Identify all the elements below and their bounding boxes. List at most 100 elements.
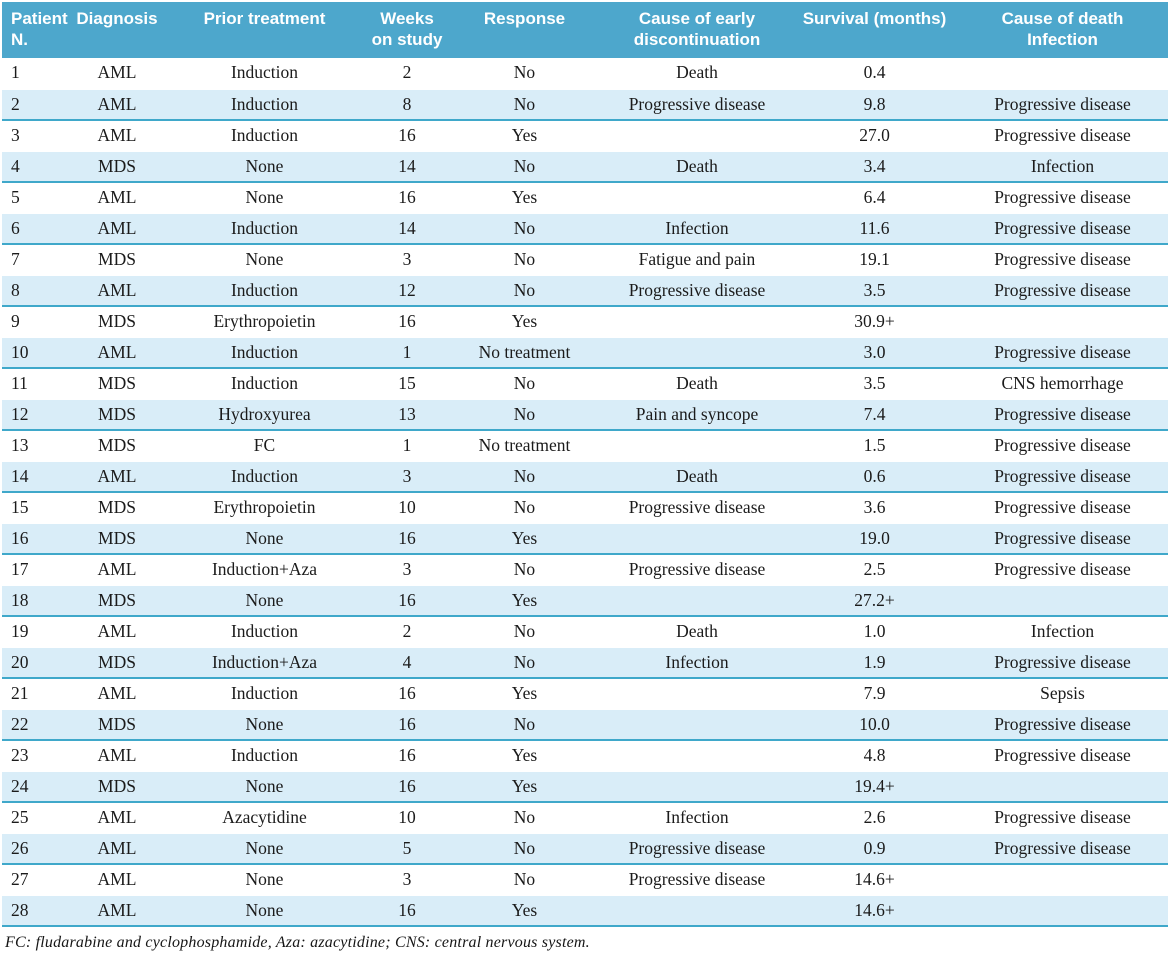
table-cell (602, 771, 792, 803)
table-cell: Death (602, 616, 792, 648)
table-cell: 7 (2, 244, 72, 276)
table-cell: 1 (2, 58, 72, 90)
table-cell: AML (72, 833, 162, 865)
table-cell: 10 (367, 492, 447, 524)
table-cell: None (162, 244, 367, 276)
table-row: 6 AML Induction 14 No Infection 11.6 Progressiv… (2, 213, 1168, 245)
table-cell: Fatigue and pain (602, 244, 792, 276)
table-cell (602, 740, 792, 772)
table-cell (957, 585, 1168, 617)
table-cell: 14 (367, 151, 447, 183)
table-cell: No (447, 58, 602, 90)
table-cell: 4 (2, 151, 72, 183)
table-cell: Progressive disease (957, 182, 1168, 214)
table-cell: 12 (367, 275, 447, 307)
column-header-patient-n: Patient N. (2, 2, 72, 58)
table-cell: 16 (367, 120, 447, 152)
table-cell: Progressive disease (957, 461, 1168, 493)
table-cell: Death (602, 368, 792, 400)
table-cell: Progressive disease (957, 802, 1168, 834)
table-cell: No treatment (447, 337, 602, 369)
table-cell: Hydroxyurea (162, 399, 367, 431)
table-row: 9 MDS Erythropoietin 16 Yes 30.9+ (2, 306, 1168, 338)
table-cell: No (447, 802, 602, 834)
table-row: 19 AML Induction 2 No Death 1.0 Infection (2, 616, 1168, 648)
table-cell: 24 (2, 771, 72, 803)
table-cell: FC (162, 430, 367, 462)
table-cell (602, 120, 792, 152)
table-cell: 3.0 (792, 337, 957, 369)
table-cell: Progressive disease (602, 492, 792, 524)
table-cell: Progressive disease (602, 833, 792, 865)
table-cell: Progressive disease (957, 740, 1168, 772)
table-cell: No (447, 709, 602, 741)
column-header-survival-months: Survival (months) (792, 2, 957, 58)
table-cell: 16 (367, 740, 447, 772)
table-row: 28 AML None 16 Yes 14.6+ (2, 895, 1168, 927)
table-cell: Infection (602, 647, 792, 679)
table-cell: 12 (2, 399, 72, 431)
table-cell: No (447, 461, 602, 493)
table-cell: No (447, 151, 602, 183)
column-header-cause-of-early-discontinuation: Cause of early discontinuation (602, 2, 792, 58)
table-cell: 21 (2, 678, 72, 710)
table-cell: 27.0 (792, 120, 957, 152)
table-row: 23 AML Induction 16 Yes 4.8 Progressive diseas… (2, 740, 1168, 772)
table-cell: MDS (72, 647, 162, 679)
table-cell: Infection (602, 802, 792, 834)
table-cell: Yes (447, 678, 602, 710)
table-cell (957, 58, 1168, 90)
table-cell: Induction (162, 58, 367, 90)
table-row: 3 AML Induction 16 Yes 27.0 Progressive diseas… (2, 120, 1168, 152)
table-cell: 11 (2, 368, 72, 400)
table-cell: None (162, 182, 367, 214)
table-cell: 14.6+ (792, 864, 957, 896)
table-cell: Erythropoietin (162, 492, 367, 524)
table-cell: MDS (72, 430, 162, 462)
table-cell: 16 (2, 523, 72, 555)
table-cell: 2 (367, 58, 447, 90)
table-cell: None (162, 151, 367, 183)
table-cell: No treatment (447, 430, 602, 462)
table-cell: AML (72, 678, 162, 710)
table-cell: Progressive disease (957, 492, 1168, 524)
table-cell: 17 (2, 554, 72, 586)
table-cell: Induction (162, 616, 367, 648)
table-cell: 5 (367, 833, 447, 865)
table-cell: 11.6 (792, 213, 957, 245)
table-cell: Progressive disease (602, 275, 792, 307)
table-cell: 4.8 (792, 740, 957, 772)
table-cell: Progressive disease (957, 337, 1168, 369)
table-cell: 2.6 (792, 802, 957, 834)
table-cell: AML (72, 182, 162, 214)
table-cell: 16 (367, 306, 447, 338)
table-cell (957, 771, 1168, 803)
table-cell: 23 (2, 740, 72, 772)
table-cell: MDS (72, 709, 162, 741)
table-cell: 1 (367, 337, 447, 369)
table-cell: 9 (2, 306, 72, 338)
table-cell: AML (72, 802, 162, 834)
table-cell: 3.6 (792, 492, 957, 524)
table-cell: 1 (367, 430, 447, 462)
table-cell: 9.8 (792, 89, 957, 121)
table-cell: AML (72, 275, 162, 307)
table-cell: 10 (367, 802, 447, 834)
table-cell: No (447, 864, 602, 896)
table-cell: 1.0 (792, 616, 957, 648)
table-cell: 19.1 (792, 244, 957, 276)
table-cell: 0.4 (792, 58, 957, 90)
table-cell: 19.0 (792, 523, 957, 555)
table-cell: AML (72, 89, 162, 121)
table-cell: 7.9 (792, 678, 957, 710)
table-cell: Erythropoietin (162, 306, 367, 338)
table-cell: No (447, 492, 602, 524)
table-cell: Death (602, 58, 792, 90)
table-cell: 7.4 (792, 399, 957, 431)
table-cell: Infection (602, 213, 792, 245)
table-cell: Progressive disease (957, 120, 1168, 152)
table-cell: No (447, 275, 602, 307)
table-cell: None (162, 523, 367, 555)
table-cell: Yes (447, 523, 602, 555)
